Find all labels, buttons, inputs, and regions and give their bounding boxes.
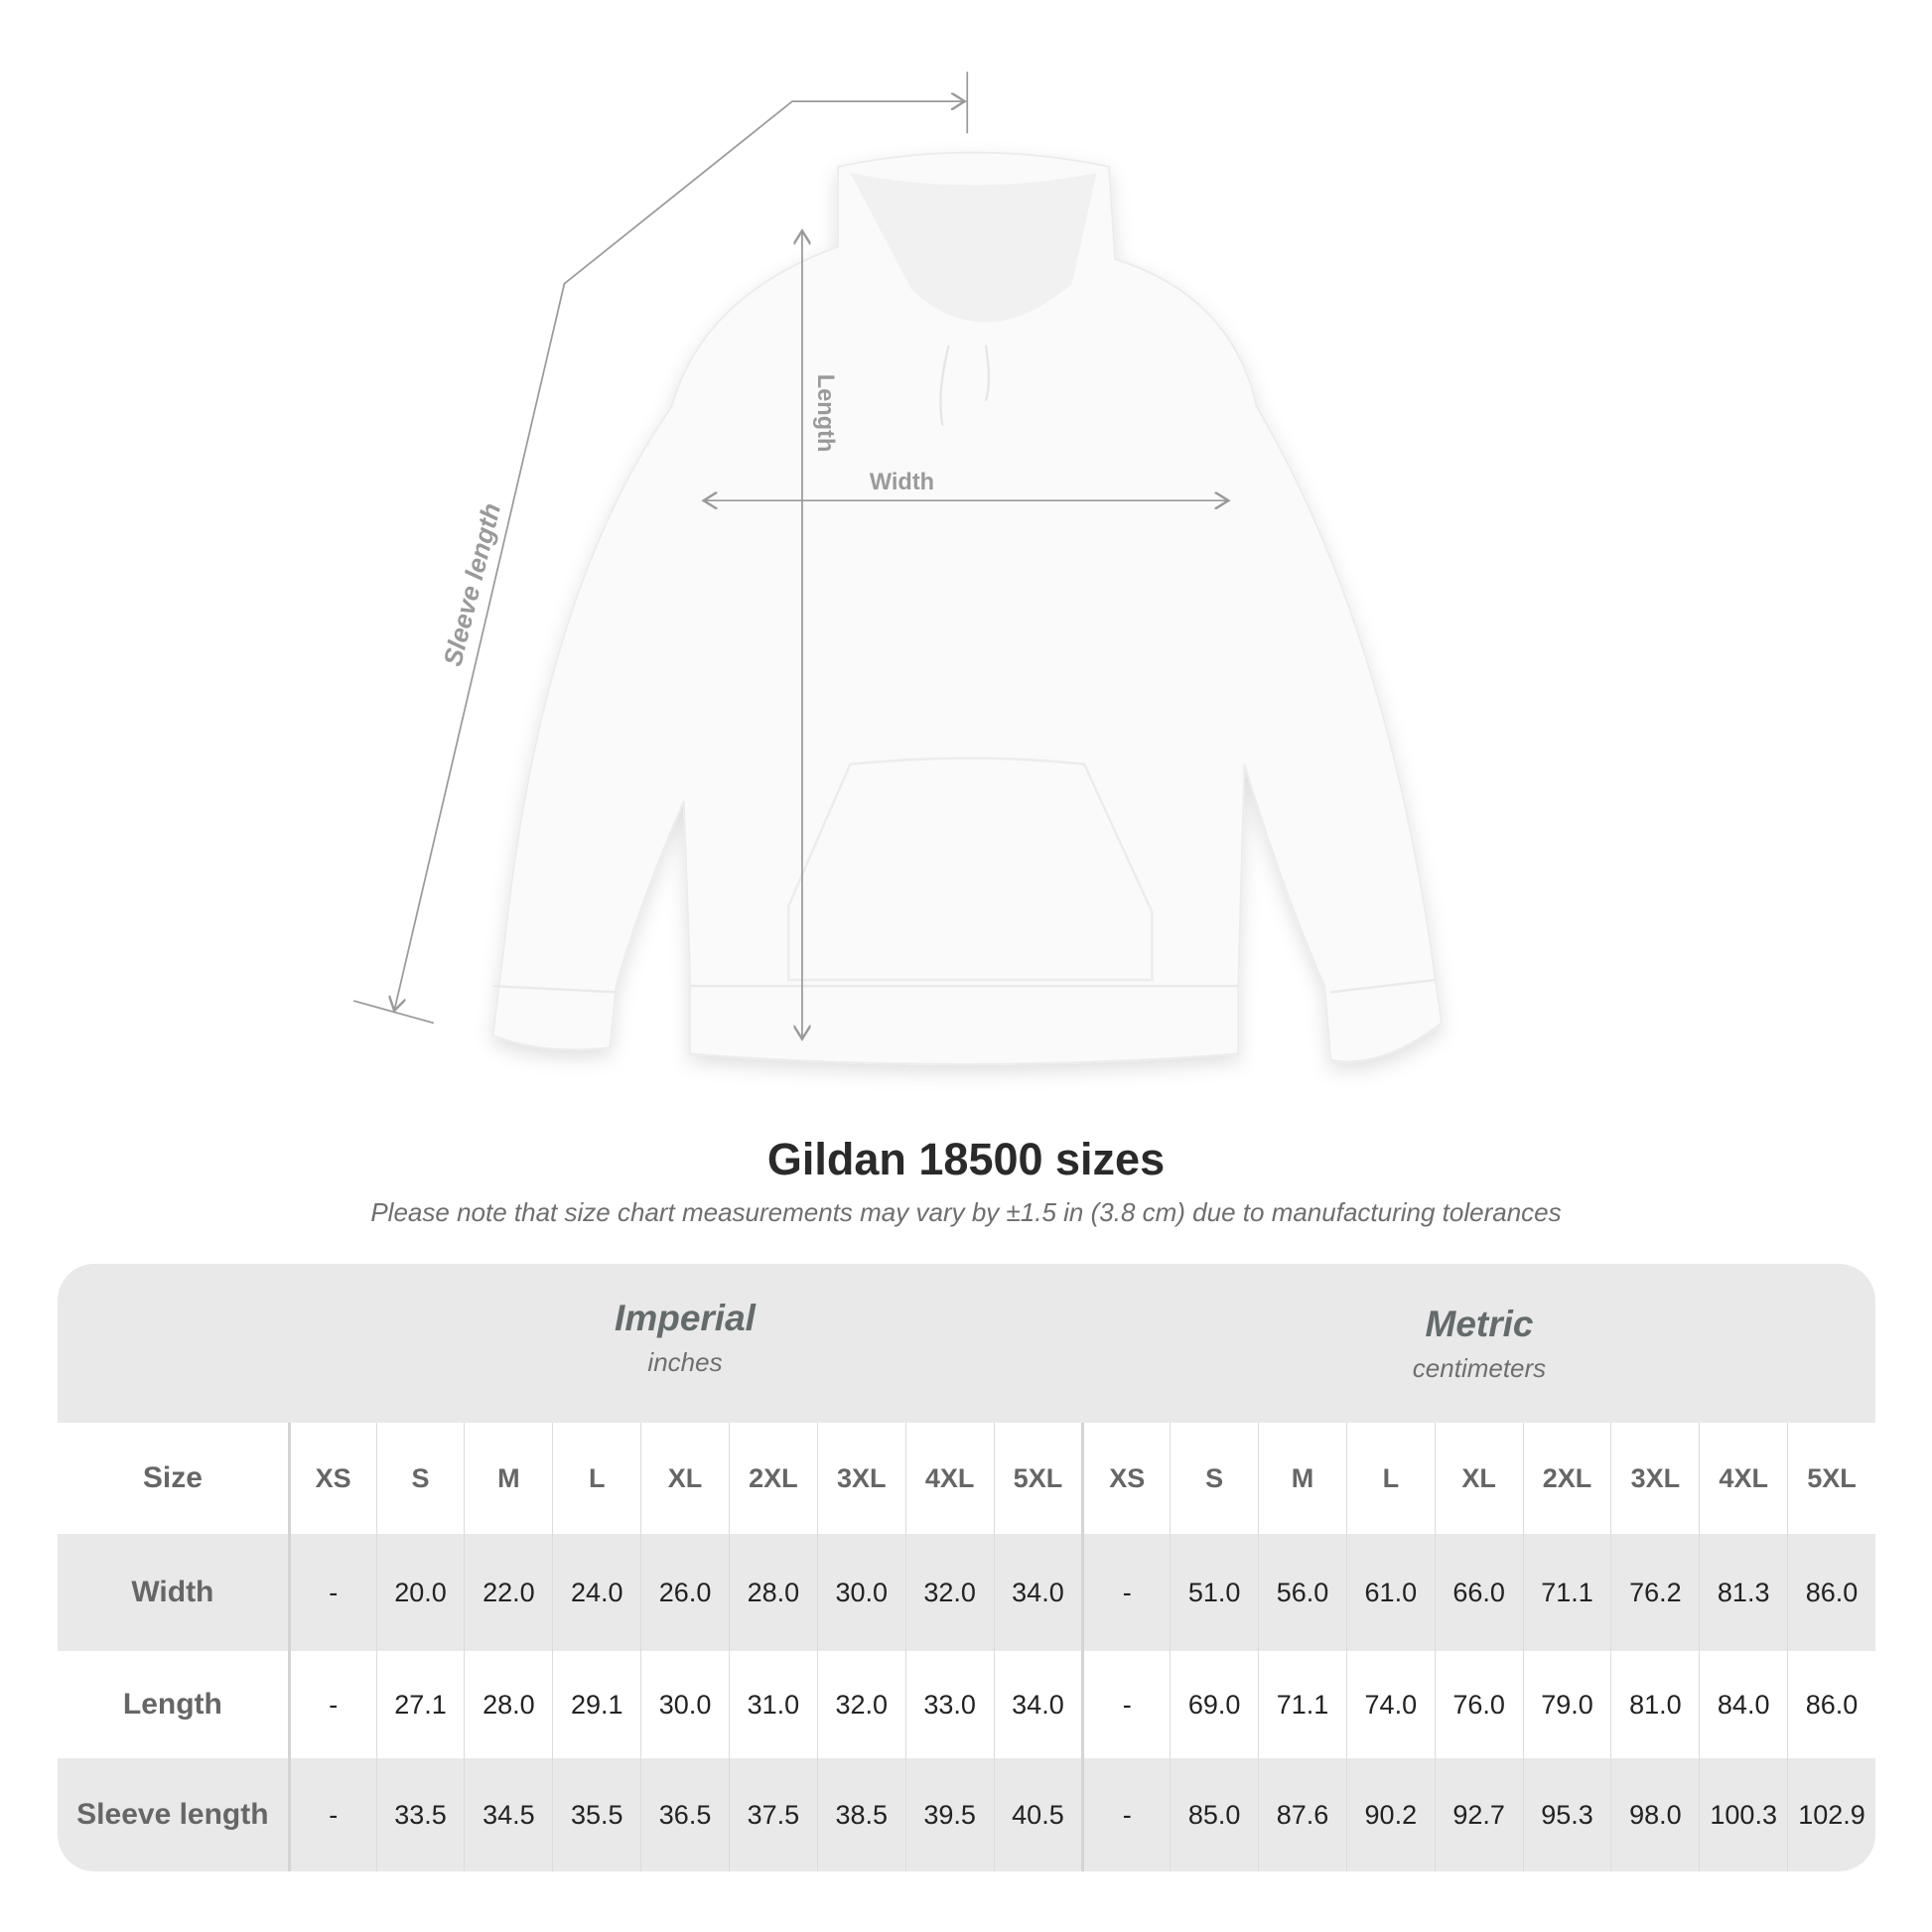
value-cell: 76.2 xyxy=(1610,1534,1699,1651)
size-header-cell: 4XL xyxy=(904,1423,994,1534)
row-band xyxy=(58,1534,1875,1651)
value-cell: 81.3 xyxy=(1699,1534,1787,1651)
size-table: Imperial inches Metric centimeters Size X… xyxy=(58,1264,1875,1871)
value-cell: 37.5 xyxy=(728,1758,817,1871)
size-header-cell: 2XL xyxy=(1522,1423,1611,1534)
size-header-cell: M xyxy=(1258,1423,1346,1534)
value-cell: 100.3 xyxy=(1699,1758,1787,1871)
value-cell: 28.0 xyxy=(728,1534,817,1651)
value-cell: 29.1 xyxy=(552,1651,640,1758)
value-cell: - xyxy=(1081,1534,1170,1651)
value-cell: 36.5 xyxy=(640,1758,729,1871)
system-unit: inches xyxy=(647,1347,723,1377)
size-header-cell: 5XL xyxy=(993,1423,1082,1534)
value-cell: 69.0 xyxy=(1170,1651,1258,1758)
size-header-cell: L xyxy=(1345,1423,1435,1534)
table-row: Length -27.1 28.0 29.1 30.0 31.0 32.0 33.0 34.0-… xyxy=(58,1651,1875,1758)
value-cell: 34.5 xyxy=(464,1758,552,1871)
value-cell: 86.0 xyxy=(1787,1534,1875,1651)
value-cell: - xyxy=(287,1534,376,1651)
value-cell: 95.3 xyxy=(1522,1758,1611,1871)
size-header-cell: M xyxy=(464,1423,552,1534)
value-cell: 33.5 xyxy=(375,1758,465,1871)
value-cell: 40.5 xyxy=(993,1758,1082,1871)
value-cell: - xyxy=(287,1651,376,1758)
value-cell: 28.0 xyxy=(464,1651,552,1758)
value-cell: 74.0 xyxy=(1345,1651,1435,1758)
value-cell: 39.5 xyxy=(904,1758,994,1871)
value-cell: 92.7 xyxy=(1434,1758,1523,1871)
value-cell: 71.1 xyxy=(1522,1534,1611,1651)
table-row: Width -20.0 22.0 24.0 26.0 28.0 30.0 32.0 34.0-5… xyxy=(58,1534,1875,1651)
size-header-cell: XL xyxy=(1434,1423,1523,1534)
value-cell: 26.0 xyxy=(640,1534,729,1651)
value-cell: 22.0 xyxy=(464,1534,552,1651)
size-header-cell: 5XL xyxy=(1787,1423,1875,1534)
value-cell: 35.5 xyxy=(552,1758,640,1871)
size-header-row: Size XS S M L XL 2XL 3XL 4XL 5XL XS S M L XL 2XL 3XL 4XL 5… xyxy=(58,1423,1875,1534)
system-header-band xyxy=(58,1264,1875,1423)
value-cell: 51.0 xyxy=(1170,1534,1258,1651)
value-cell: 90.2 xyxy=(1345,1758,1435,1871)
value-cell: 33.0 xyxy=(904,1651,994,1758)
value-cell: 32.0 xyxy=(904,1534,994,1651)
row-band xyxy=(58,1758,1875,1871)
page-title: Gildan 18500 sizes xyxy=(766,1134,1166,1184)
size-header-cell: L xyxy=(552,1423,640,1534)
hoodie-diagram: Length Width Sleeve length xyxy=(352,71,1444,1065)
value-cell: 85.0 xyxy=(1170,1758,1258,1871)
size-header-cell: S xyxy=(375,1423,465,1534)
value-cell: 81.0 xyxy=(1610,1651,1699,1758)
value-cell: 76.0 xyxy=(1434,1651,1523,1758)
value-cell: 34.0 xyxy=(993,1534,1082,1651)
row-label: Length xyxy=(122,1688,222,1721)
table-row: Sleeve length -33.5 34.5 35.5 36.5 37.5 38.5 39… xyxy=(58,1758,1875,1871)
system-unit: centimeters xyxy=(1412,1353,1547,1383)
row-label: Sleeve length xyxy=(76,1798,269,1831)
size-header-cell: 4XL xyxy=(1699,1423,1787,1534)
value-cell: 38.5 xyxy=(816,1758,905,1871)
value-cell: 79.0 xyxy=(1522,1651,1611,1758)
size-header-cell: XS xyxy=(287,1423,376,1534)
size-header-cell: 2XL xyxy=(728,1423,817,1534)
value-cell: 71.1 xyxy=(1258,1651,1346,1758)
value-cell: 27.1 xyxy=(375,1651,465,1758)
system-name: Metric xyxy=(1425,1304,1534,1344)
value-cell: 84.0 xyxy=(1699,1651,1787,1758)
value-cell: 32.0 xyxy=(816,1651,905,1758)
value-cell: 61.0 xyxy=(1345,1534,1435,1651)
length-label: Length xyxy=(813,374,839,453)
value-cell: 30.0 xyxy=(816,1534,905,1651)
sleeve-length-label: Sleeve length xyxy=(437,500,506,669)
value-cell: 66.0 xyxy=(1434,1534,1523,1651)
value-cell: 20.0 xyxy=(375,1534,465,1651)
size-header-cell: S xyxy=(1170,1423,1258,1534)
row-label: Width xyxy=(131,1576,214,1608)
imperial-header: Imperial inches xyxy=(288,1264,1082,1423)
value-cell: 98.0 xyxy=(1610,1758,1699,1871)
size-header-cell: XL xyxy=(640,1423,729,1534)
tolerance-note: Please note that size chart measurements… xyxy=(370,1197,1562,1227)
metric-header: Metric centimeters xyxy=(1082,1264,1875,1423)
value-cell: 34.0 xyxy=(993,1651,1082,1758)
value-cell: - xyxy=(287,1758,376,1871)
size-header-cell: XS xyxy=(1081,1423,1170,1534)
row-label: Size xyxy=(142,1461,203,1494)
value-cell: - xyxy=(1081,1758,1170,1871)
sleeve-length-measure xyxy=(352,71,969,1025)
value-cell: 102.9 xyxy=(1787,1758,1875,1871)
value-cell: 24.0 xyxy=(552,1534,640,1651)
system-name: Imperial xyxy=(615,1298,756,1338)
value-cell: 31.0 xyxy=(728,1651,817,1758)
value-cell: 56.0 xyxy=(1258,1534,1346,1651)
value-cell: 86.0 xyxy=(1787,1651,1875,1758)
value-cell: 87.6 xyxy=(1258,1758,1346,1871)
value-cell: 30.0 xyxy=(640,1651,729,1758)
width-label: Width xyxy=(870,469,934,494)
size-header-cell: 3XL xyxy=(816,1423,905,1534)
size-header-cell: 3XL xyxy=(1610,1423,1699,1534)
hoodie-image xyxy=(491,151,1444,1065)
value-cell: - xyxy=(1081,1651,1170,1758)
